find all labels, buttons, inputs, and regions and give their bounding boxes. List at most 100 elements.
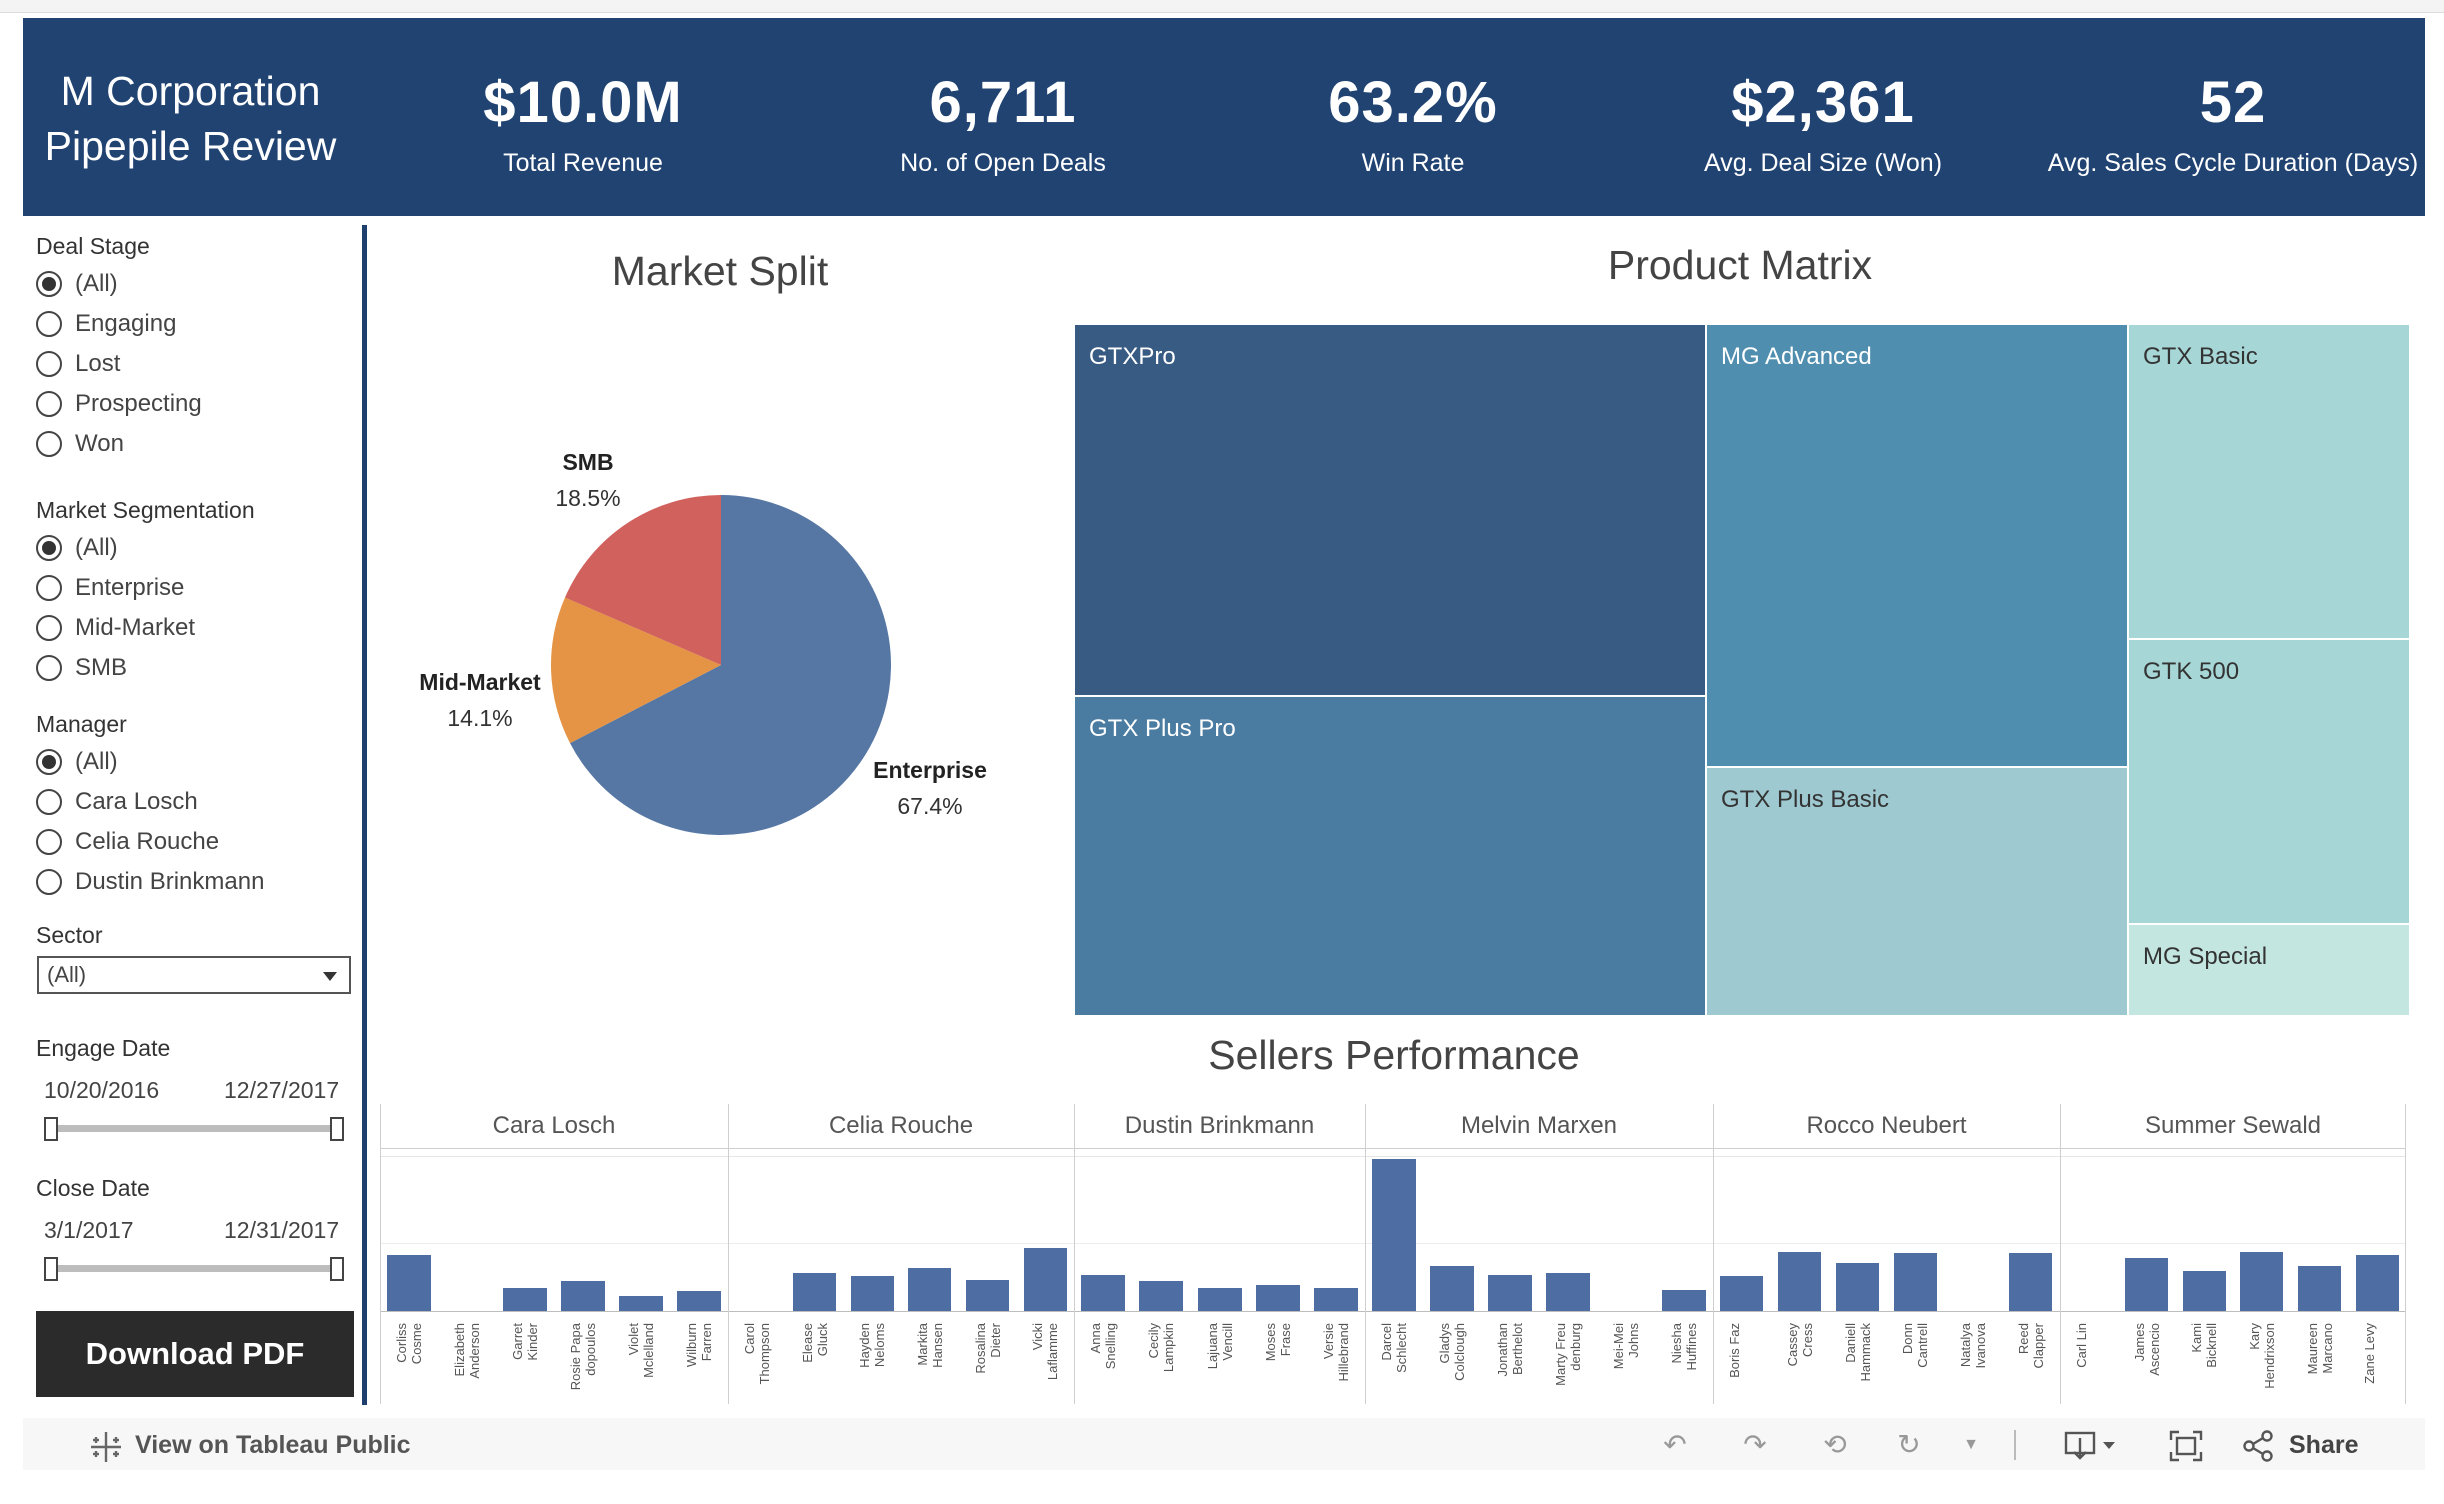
radio-option[interactable]: Celia Rouche: [36, 822, 264, 862]
engage-date-end-handle[interactable]: [330, 1117, 344, 1141]
seller-bar[interactable]: [1139, 1281, 1183, 1311]
treemap-cell[interactable]: GTXPro: [1074, 324, 1706, 696]
sector-dropdown[interactable]: (All): [37, 956, 351, 994]
seller-bar[interactable]: [677, 1291, 721, 1311]
pie-slice-enterprise[interactable]: [570, 495, 891, 835]
engage-date-slider-track[interactable]: [50, 1125, 340, 1132]
close-date-end-handle[interactable]: [330, 1257, 344, 1281]
seller-bar[interactable]: [2298, 1266, 2341, 1311]
close-date-start-handle[interactable]: [44, 1257, 58, 1281]
seller-bar[interactable]: [503, 1288, 547, 1311]
radio-option[interactable]: (All): [36, 742, 264, 782]
seller-bar[interactable]: [966, 1280, 1009, 1311]
radio-option[interactable]: Lost: [36, 344, 202, 384]
pie-slice-mid-market[interactable]: [551, 597, 721, 744]
radio-option[interactable]: Cara Losch: [36, 782, 264, 822]
seller-bar[interactable]: [1488, 1275, 1532, 1311]
download-icon[interactable]: [2063, 1430, 2123, 1462]
pane-manager-name: Rocco Neubert: [1806, 1112, 1967, 1139]
engage-date-start[interactable]: 10/20/2016: [44, 1077, 160, 1103]
close-date-slider-track[interactable]: [50, 1265, 340, 1272]
seller-bar[interactable]: [1546, 1273, 1590, 1311]
seller-bar[interactable]: [1198, 1288, 1242, 1311]
fullscreen-icon[interactable]: [2169, 1430, 2203, 1462]
radio-circle-icon[interactable]: [36, 311, 62, 337]
treemap-cell[interactable]: GTX Basic: [2128, 324, 2410, 639]
radio-option[interactable]: Mid-Market: [36, 608, 255, 648]
seller-bar[interactable]: [1894, 1253, 1937, 1311]
engage-date-start-handle[interactable]: [44, 1117, 58, 1141]
radio-option[interactable]: Engaging: [36, 304, 202, 344]
close-date-start[interactable]: 3/1/2017: [44, 1217, 134, 1243]
radio-circle-icon[interactable]: [36, 351, 62, 377]
treemap-cell[interactable]: MG Special: [2128, 924, 2410, 1016]
refresh-icon[interactable]: ↻: [1897, 1429, 1921, 1460]
seller-bar[interactable]: [1372, 1159, 1416, 1311]
seller-bar[interactable]: [1256, 1285, 1300, 1311]
pane-header-border: [380, 1148, 2406, 1149]
share-button[interactable]: Share: [2289, 1431, 2359, 1459]
radio-circle-icon[interactable]: [36, 789, 62, 815]
seller-name-label: Gladys Colclough: [1437, 1323, 1467, 1381]
treemap-cell[interactable]: GTK 500: [2128, 639, 2410, 924]
radio-option[interactable]: Enterprise: [36, 568, 255, 608]
kpi-header: M Corporation Pipepile Review $10.0M Tot…: [23, 18, 2425, 216]
seller-bar[interactable]: [1024, 1248, 1067, 1311]
seller-bar[interactable]: [561, 1281, 605, 1311]
seller-bar[interactable]: [2125, 1258, 2168, 1311]
gridline: [380, 1156, 2406, 1157]
radio-option[interactable]: Prospecting: [36, 384, 202, 424]
radio-circle-icon[interactable]: [36, 535, 62, 561]
seller-bar[interactable]: [387, 1255, 431, 1311]
treemap-cell[interactable]: GTX Plus Basic: [1706, 767, 2128, 1016]
engage-date-end[interactable]: 12/27/2017: [224, 1077, 340, 1103]
radio-circle-icon[interactable]: [36, 615, 62, 641]
kpi-label: No. of Open Deals: [900, 149, 1106, 177]
treemap-cell[interactable]: MG Advanced: [1706, 324, 2128, 767]
radio-option[interactable]: (All): [36, 264, 202, 304]
revert-icon[interactable]: ⟲: [1823, 1429, 1847, 1460]
radio-circle-icon[interactable]: [36, 431, 62, 457]
browser-top-edge: [0, 0, 2444, 13]
seller-bar[interactable]: [2009, 1253, 2052, 1311]
treemap-cell[interactable]: GTX Plus Pro: [1074, 696, 1706, 1016]
radio-circle-icon[interactable]: [36, 749, 62, 775]
share-icon[interactable]: [2241, 1430, 2275, 1462]
seller-bar[interactable]: [1430, 1266, 1474, 1311]
radio-circle-icon[interactable]: [36, 829, 62, 855]
close-date-end[interactable]: 12/31/2017: [224, 1217, 340, 1243]
chevron-down-icon[interactable]: ▼: [1963, 1436, 1979, 1453]
radio-option[interactable]: (All): [36, 528, 255, 568]
seller-bar[interactable]: [2356, 1255, 2399, 1311]
radio-circle-icon[interactable]: [36, 869, 62, 895]
seller-bar[interactable]: [2183, 1271, 2226, 1311]
seller-bar[interactable]: [2240, 1252, 2283, 1311]
radio-circle-icon[interactable]: [36, 575, 62, 601]
redo-icon[interactable]: ↷: [1743, 1429, 1767, 1460]
seller-bar[interactable]: [851, 1276, 894, 1311]
kpi-avg-deal-size: $2,361 Avg. Deal Size (Won): [1663, 68, 1983, 178]
seller-bar[interactable]: [793, 1273, 836, 1311]
seller-bar[interactable]: [908, 1268, 951, 1311]
view-on-tableau-link[interactable]: View on Tableau Public: [135, 1431, 411, 1459]
seller-bar[interactable]: [1836, 1263, 1879, 1311]
seller-bar[interactable]: [619, 1296, 663, 1311]
radio-option[interactable]: Won: [36, 424, 202, 464]
kpi-label: Total Revenue: [503, 149, 663, 177]
seller-bar[interactable]: [1314, 1288, 1358, 1311]
radio-circle-icon[interactable]: [36, 391, 62, 417]
download-pdf-button[interactable]: Download PDF: [36, 1311, 354, 1397]
undo-icon[interactable]: ↶: [1663, 1429, 1687, 1460]
seller-bar[interactable]: [1662, 1290, 1706, 1311]
seller-bar[interactable]: [1778, 1252, 1821, 1311]
pie-slice-smb[interactable]: [564, 495, 721, 665]
manager-filter: Manager (All) Cara Losch Celia Rouche Dusti…: [36, 711, 264, 902]
pane-separator: [2060, 1104, 2061, 1404]
seller-bar[interactable]: [1720, 1276, 1763, 1311]
radio-circle-icon[interactable]: [36, 271, 62, 297]
radio-option[interactable]: SMB: [36, 648, 255, 688]
radio-option[interactable]: Dustin Brinkmann: [36, 862, 264, 902]
seller-bar[interactable]: [1081, 1275, 1125, 1311]
radio-label: (All): [75, 748, 118, 775]
radio-circle-icon[interactable]: [36, 655, 62, 681]
